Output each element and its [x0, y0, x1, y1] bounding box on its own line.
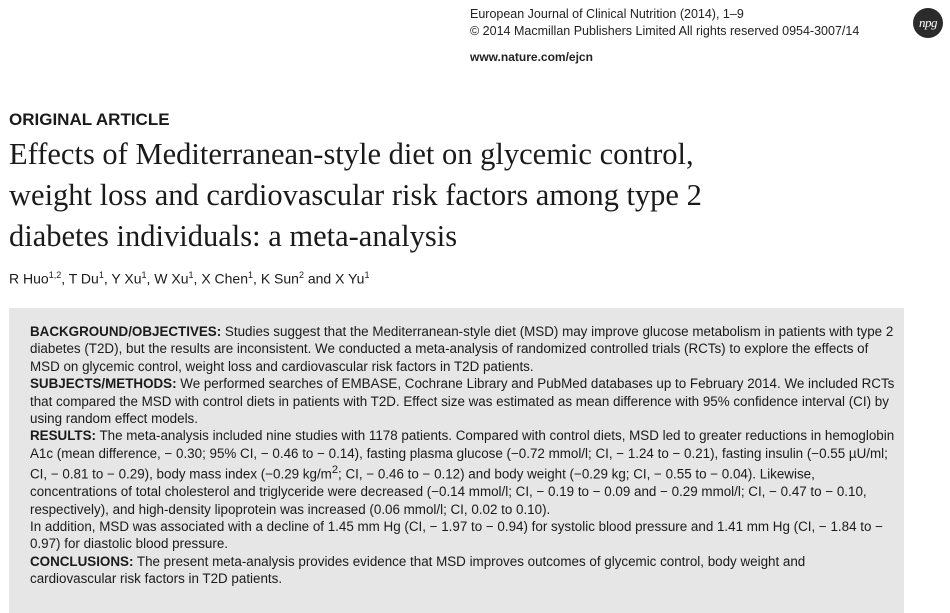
- article-title: Effects of Mediterranean-style diet on g…: [9, 134, 909, 257]
- article-type-label: ORIGINAL ARTICLE: [9, 110, 170, 129]
- background-label: BACKGROUND/OBJECTIVES:: [30, 324, 222, 339]
- author-name: T Du: [68, 270, 99, 287]
- abstract-methods: SUBJECTS/METHODS: We performed searches …: [30, 375, 895, 427]
- author-affiliation: 1: [188, 270, 194, 280]
- author-name: X Yu: [335, 270, 365, 287]
- journal-copyright: © 2014 Macmillan Publishers Limited All …: [470, 24, 860, 38]
- abstract-background: BACKGROUND/OBJECTIVES: Studies suggest t…: [30, 323, 895, 375]
- abstract-body: BACKGROUND/OBJECTIVES: Studies suggest t…: [30, 323, 895, 588]
- author-separator: ,: [193, 270, 202, 287]
- results-text: The meta-analysis included nine studies …: [30, 428, 895, 482]
- title-line: Effects of Mediterranean-style diet on g…: [9, 137, 694, 171]
- conclusions-label: CONCLUSIONS:: [30, 553, 134, 569]
- author-separator: ,: [253, 270, 261, 287]
- author-affiliation: 2: [298, 270, 304, 280]
- results-superscript: 2: [331, 464, 339, 477]
- background-text: Studies suggest that the Mediterranean-s…: [30, 324, 894, 374]
- abstract-results-continued: In addition, MSD was associated with a d…: [30, 518, 883, 552]
- methods-label: SUBJECTS/METHODS:: [30, 376, 177, 392]
- author-name: Y Xu: [111, 270, 142, 287]
- author-affiliation: 1: [98, 270, 104, 280]
- abstract-results: RESULTS: The meta-analysis included nine…: [30, 427, 895, 518]
- author-separator: ,: [103, 270, 112, 287]
- npg-logo: npg: [913, 8, 943, 38]
- journal-header: European Journal of Clinical Nutrition (…: [470, 6, 859, 66]
- abstract-box: BACKGROUND/OBJECTIVES: Studies suggest t…: [9, 308, 904, 613]
- title-line: weight loss and cardiovascular risk fact…: [9, 178, 702, 212]
- methods-text: We performed searches of EMBASE, Cochran…: [30, 376, 895, 427]
- journal-url-link[interactable]: www.nature.com/ejcn: [470, 50, 593, 64]
- results-label: RESULTS:: [30, 428, 96, 444]
- author-separator: ,: [146, 270, 155, 287]
- journal-citation: European Journal of Clinical Nutrition (…: [470, 7, 744, 21]
- author-affiliation: 1: [248, 270, 254, 280]
- abstract-conclusions: CONCLUSIONS: The present meta-analysis p…: [30, 553, 895, 588]
- author-separator: ,: [61, 270, 69, 287]
- conclusions-text: The present meta-analysis provides evide…: [30, 553, 806, 587]
- author-affiliation: 1: [364, 270, 370, 280]
- author-separator: and: [303, 270, 336, 287]
- results-text: ; CI, − 0.46 to − 0.12) and body weight …: [30, 466, 867, 517]
- author-affiliation: 1,2: [48, 270, 62, 280]
- author-affiliation: 1: [141, 270, 147, 280]
- author-list: R Huo1,2, T Du1, Y Xu1, W Xu1, X Chen1, …: [9, 270, 369, 287]
- title-line: diabetes individuals: a meta-analysis: [9, 219, 458, 253]
- author-name: K Sun: [260, 270, 299, 287]
- author-name: X Chen: [201, 270, 249, 287]
- author-name: W Xu: [154, 270, 189, 287]
- author-name: R Huo: [9, 270, 49, 287]
